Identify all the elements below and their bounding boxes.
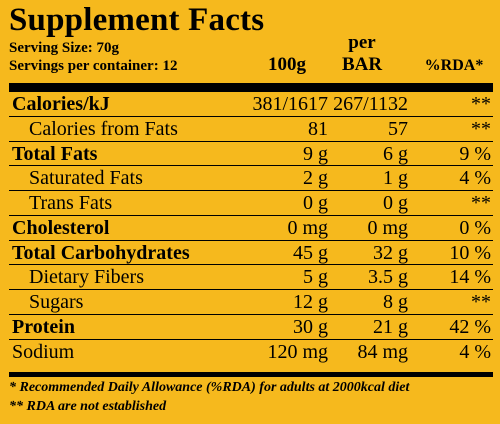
nutrient-row: Protein 30 g 21 g 42 %: [9, 315, 493, 340]
value-per-100g: 5 g: [303, 266, 328, 289]
value-per-bar: 32 g: [373, 241, 408, 264]
nutrient-row: Total Carbohydrates 45 g 32 g 10 %: [9, 241, 493, 266]
value-rda: 4 %: [459, 340, 491, 363]
nutrient-row: Total Fats 9 g 6 g 9 %: [9, 142, 493, 167]
panel-title: Supplement Facts: [9, 2, 265, 38]
value-per-bar: 0 mg: [367, 216, 408, 239]
nutrient-label: Protein: [12, 315, 75, 338]
value-per-100g: 30 g: [293, 315, 328, 338]
nutrient-label: Sodium: [12, 340, 75, 363]
servings-per-container: Servings per container: 12: [9, 58, 178, 74]
nutrient-row: Calories/kJ 381/1617 267/1132 **: [9, 92, 493, 117]
value-rda: 10 %: [449, 241, 491, 264]
value-rda: 42 %: [449, 315, 491, 338]
value-per-100g: 12 g: [293, 291, 328, 313]
value-rda: **: [471, 192, 491, 214]
top-thick-divider: [9, 83, 493, 92]
nutrient-label: Cholesterol: [12, 216, 110, 239]
value-per-bar: 21 g: [373, 315, 408, 338]
value-per-bar: 0 g: [383, 192, 408, 214]
column-header-bar: BAR: [341, 54, 383, 75]
nutrient-table: Calories/kJ 381/1617 267/1132 ** Calorie…: [9, 92, 493, 364]
value-per-bar: 267/1132: [333, 93, 408, 115]
nutrient-label: Total Fats: [12, 142, 98, 165]
value-rda: 0 %: [459, 216, 491, 239]
nutrient-label: Saturated Fats: [29, 167, 143, 190]
nutrient-row: Sugars 12 g 8 g **: [9, 290, 493, 315]
value-per-bar: 8 g: [383, 291, 408, 313]
serving-size: Serving Size: 70g: [9, 40, 119, 56]
value-rda: **: [471, 117, 491, 140]
bottom-thick-divider: [9, 372, 493, 377]
value-per-100g: 45 g: [293, 241, 328, 264]
value-per-100g: 120 mg: [267, 340, 328, 363]
value-per-bar: 3.5 g: [368, 266, 408, 289]
value-per-100g: 0 mg: [287, 216, 328, 239]
nutrient-label: Calories/kJ: [12, 93, 110, 115]
nutrient-row: Dietary Fibers 5 g 3.5 g 14 %: [9, 265, 493, 290]
nutrient-label: Calories from Fats: [29, 117, 178, 140]
nutrient-row: Saturated Fats 2 g 1 g 4 %: [9, 166, 493, 191]
column-header-100g: 100g: [268, 54, 306, 75]
value-per-100g: 0 g: [303, 192, 328, 214]
nutrient-label: Trans Fats: [29, 192, 113, 214]
value-per-bar: 1 g: [383, 167, 408, 190]
nutrient-label: Total Carbohydrates: [12, 241, 190, 264]
value-per-100g: 2 g: [303, 167, 328, 190]
nutrient-row: Cholesterol 0 mg 0 mg 0 %: [9, 216, 493, 241]
value-rda: **: [471, 93, 491, 115]
value-rda: **: [471, 291, 491, 313]
column-header-rda: %RDA*: [424, 57, 484, 74]
value-per-bar: 6 g: [383, 142, 408, 165]
value-per-100g: 9 g: [303, 142, 328, 165]
value-rda: 9 %: [459, 142, 491, 165]
value-rda: 14 %: [449, 266, 491, 289]
value-per-100g: 381/1617: [252, 93, 328, 115]
value-rda: 4 %: [459, 167, 491, 190]
nutrient-label: Sugars: [29, 291, 84, 313]
nutrient-row: Trans Fats 0 g 0 g **: [9, 191, 493, 216]
nutrient-row: Calories from Fats 81 57 **: [9, 117, 493, 142]
column-header-per: per: [348, 32, 376, 53]
value-per-bar: 57: [388, 117, 408, 140]
footnote-rda: * Recommended Daily Allowance (%RDA) for…: [9, 380, 410, 395]
nutrient-row: Sodium 120 mg 84 mg 4 %: [9, 340, 493, 365]
nutrient-label: Dietary Fibers: [29, 266, 144, 289]
value-per-100g: 81: [308, 117, 328, 140]
footnote-not-established: ** RDA are not established: [9, 399, 167, 414]
value-per-bar: 84 mg: [357, 340, 408, 363]
